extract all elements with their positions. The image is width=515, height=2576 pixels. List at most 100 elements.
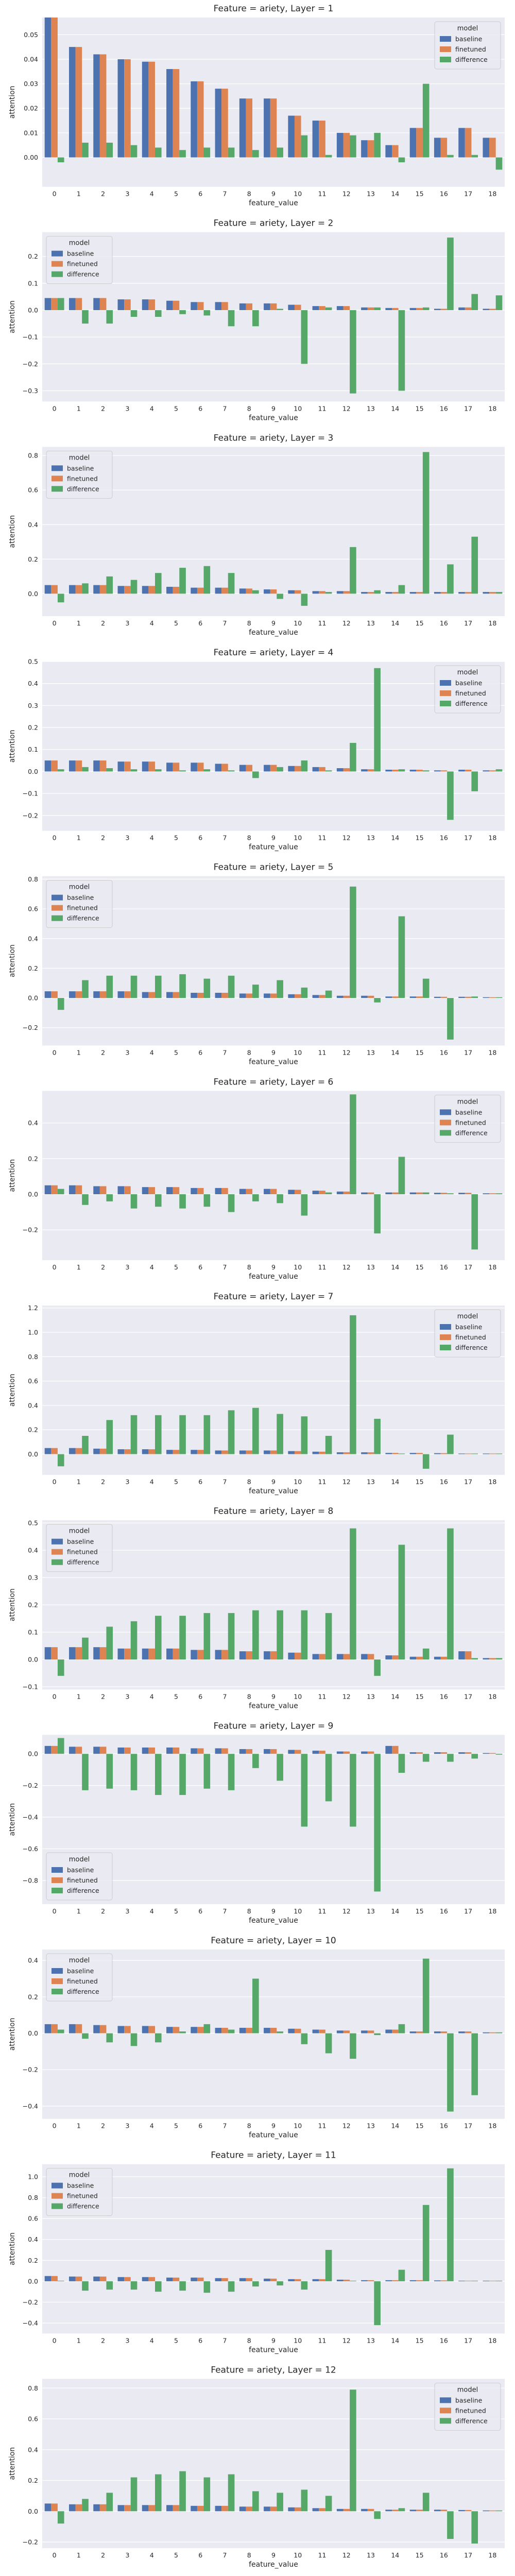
y-tick-label: 0.6 [28,2215,38,2223]
bar-difference [495,1193,503,1194]
legend-swatch-baseline [52,1538,63,1545]
x-tick-label: 9 [271,404,276,412]
bar-finetuned [221,764,228,772]
bar-baseline [117,59,125,158]
legend-label-difference: difference [67,485,99,493]
bar-difference [447,155,454,158]
bar-finetuned [270,1450,277,1454]
chart-panel: Feature = ariety, Layer = 9 −0.8 −0.6 −0.4 −… [8,1721,505,1925]
bar-baseline [166,1450,173,1454]
x-axis-label: feature_value [249,2346,298,2354]
bar-finetuned [416,2031,423,2033]
bar-difference [447,564,454,594]
bar-finetuned [392,1453,399,1454]
x-tick-label: 4 [150,1478,154,1486]
legend-swatch-difference [440,2418,451,2424]
bar-baseline [239,1651,246,1660]
bar-difference [471,294,478,310]
bar-finetuned [343,1452,350,1454]
bar-finetuned [51,1185,58,1194]
bar-finetuned [294,590,301,594]
y-tick-label: −0.2 [23,811,38,819]
y-tick-label: 0.4 [28,1546,38,1554]
legend-swatch-baseline [440,680,451,686]
x-tick-label: 16 [440,1692,448,1700]
x-tick-label: 2 [101,1048,105,1056]
bar-difference [228,1194,235,1212]
bar-finetuned [416,1192,423,1194]
bar-baseline [215,89,222,158]
bar-baseline [312,306,319,310]
bar-finetuned [75,991,82,998]
bar-finetuned [99,1747,107,1754]
bar-difference [154,310,162,317]
bar-difference [398,769,405,772]
bar-difference [203,2024,211,2033]
x-tick-label: 9 [271,1692,276,1700]
x-tick-label: 10 [294,404,302,412]
bar-difference [154,2281,162,2292]
bar-finetuned [489,770,496,772]
bar-finetuned [99,1448,107,1454]
bar-baseline [239,2506,246,2512]
bar-finetuned [148,2277,155,2281]
x-tick-label: 6 [198,1263,202,1271]
y-tick-label: 0.0 [28,306,38,314]
x-tick-label: 11 [318,404,327,412]
x-tick-label: 10 [294,1263,302,1271]
bar-finetuned [465,1453,472,1454]
x-tick-label: 1 [77,2122,81,2130]
bar-difference [447,771,454,820]
y-tick-label: 0.0 [28,1750,38,1758]
bar-baseline [409,592,417,594]
bar-finetuned [197,1188,204,1194]
x-tick-label: 6 [198,2551,202,2559]
chart-title: Feature = ariety, Layer = 11 [211,2150,336,2161]
bar-baseline [361,2030,368,2033]
x-tick-label: 4 [150,1048,154,1056]
bar-baseline [409,996,417,998]
x-tick-label: 2 [101,834,105,842]
bar-difference [106,2493,113,2512]
bar-difference [228,573,235,594]
bar-difference [398,916,405,998]
chart-title: Feature = ariety, Layer = 1 [214,4,334,14]
x-tick-label: 17 [464,404,472,412]
bar-finetuned [294,304,301,310]
bar-difference [350,310,356,394]
x-tick-label: 12 [342,1048,351,1056]
bar-difference [495,1754,503,1755]
x-tick-label: 11 [318,2336,327,2344]
bar-difference [471,1754,478,1759]
x-tick-label: 1 [77,1478,81,1486]
bar-difference [350,2389,356,2512]
legend-swatch-difference [52,271,63,277]
bar-finetuned [294,1750,301,1754]
bar-finetuned [416,2280,423,2281]
bar-finetuned [173,300,180,310]
bar-difference [252,310,259,327]
x-tick-label: 15 [416,834,424,842]
y-tick-label: 0.4 [28,521,38,529]
bar-difference [130,1754,138,1790]
bar-finetuned [270,1189,277,1194]
y-tick-label: 0.2 [28,724,38,732]
plot-area [42,232,505,402]
bar-difference [277,1610,283,1660]
x-tick-label: 8 [247,2551,251,2559]
legend-swatch-difference [440,1130,451,1136]
bar-baseline [288,994,295,998]
bar-baseline [312,591,319,594]
x-tick-label: 8 [247,404,251,412]
bar-baseline [458,307,465,310]
y-tick-label: 0.00 [24,154,38,161]
x-tick-label: 14 [391,1263,399,1271]
bar-difference [252,1754,259,1768]
x-tick-label: 0 [53,2551,57,2559]
x-tick-label: 8 [247,1048,251,1056]
x-tick-label: 2 [101,619,105,627]
bar-difference [106,768,113,772]
bar-baseline [142,761,149,772]
bar-finetuned [440,309,448,310]
bar-difference [154,2474,162,2512]
